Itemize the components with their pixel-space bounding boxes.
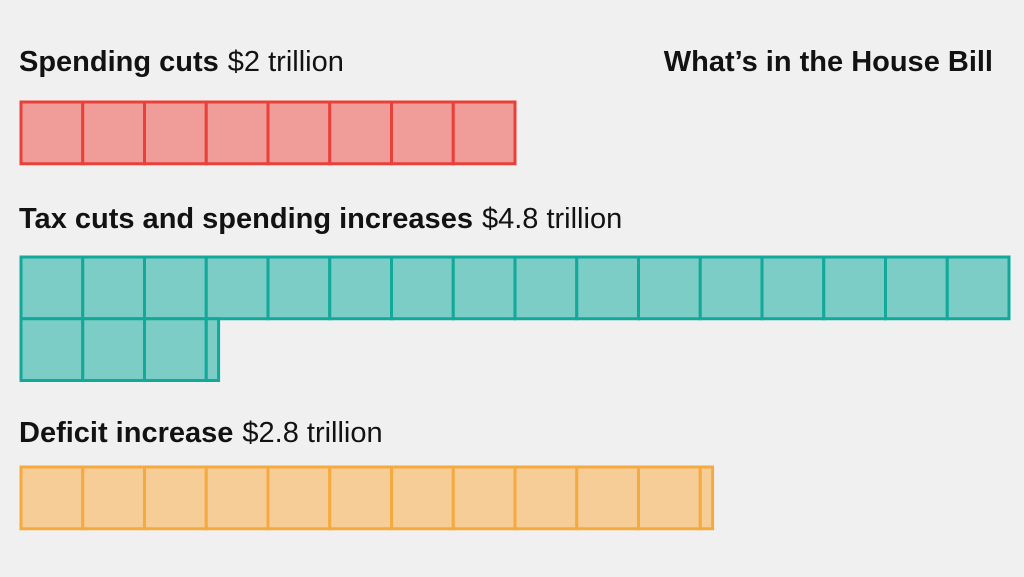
- waffle-square: [266, 100, 332, 166]
- waffle-square: [451, 465, 517, 531]
- waffle-square: [637, 465, 702, 531]
- series-value-label: $4.8 trillion: [482, 203, 622, 235]
- section-spending-cuts: Spending cuts $2 trillion: [19, 46, 517, 166]
- waffle-partial-square: [698, 465, 715, 531]
- waffle-partial-square: [204, 317, 221, 382]
- waffle-square: [81, 465, 146, 531]
- waffle-square: [81, 255, 146, 321]
- section-deficit-increase: Deficit increase $2.8 trillion: [19, 417, 715, 531]
- waffle-square: [451, 100, 517, 166]
- waffle-square: [143, 100, 208, 166]
- waffle-square: [19, 100, 85, 166]
- series-label: Tax cuts and spending increases $4.8 tril…: [19, 203, 622, 235]
- waffle-square: [81, 100, 146, 166]
- waffle-square: [822, 255, 887, 321]
- waffle-square: [513, 255, 579, 321]
- waffle-square: [513, 465, 579, 531]
- waffle-square: [884, 255, 949, 321]
- waffle-square: [204, 100, 270, 166]
- waffle-square: [81, 317, 146, 382]
- waffle-square: [143, 255, 208, 321]
- series-value-label: $2.8 trillion: [242, 417, 382, 449]
- series-value-label: $2 trillion: [228, 46, 344, 78]
- waffle-square: [390, 255, 455, 321]
- section-tax-cuts-and-spending-increases: Tax cuts and spending increases $4.8 tril…: [19, 203, 1011, 382]
- waffle-square: [760, 255, 826, 321]
- waffle-square: [143, 317, 208, 382]
- waffle-square: [328, 465, 393, 531]
- waffle-square: [204, 465, 270, 531]
- series-name: Tax cuts and spending increases: [19, 203, 473, 235]
- waffle-square: [451, 255, 517, 321]
- waffle-square: [390, 465, 455, 531]
- waffle-square: [575, 255, 640, 321]
- series-name: Spending cuts: [19, 46, 219, 78]
- waffle-square: [143, 465, 208, 531]
- waffle-square: [266, 465, 332, 531]
- waffle-square: [204, 255, 270, 321]
- waffle-square: [390, 100, 455, 166]
- waffle-square: [19, 465, 85, 531]
- waffle-square: [19, 317, 85, 382]
- series-name: Deficit increase: [19, 417, 233, 449]
- chart-title: What’s in the House Bill: [664, 46, 993, 78]
- waffle-square: [698, 255, 764, 321]
- waffle-square: [945, 255, 1011, 321]
- waffle-square: [19, 255, 85, 321]
- waffle-square: [328, 100, 393, 166]
- waffle-square: [266, 255, 332, 321]
- series-label: Spending cuts $2 trillion: [19, 46, 344, 78]
- waffle-square: [328, 255, 393, 321]
- waffle-square: [637, 255, 702, 321]
- waffle-square: [575, 465, 640, 531]
- series-label: Deficit increase $2.8 trillion: [19, 417, 383, 449]
